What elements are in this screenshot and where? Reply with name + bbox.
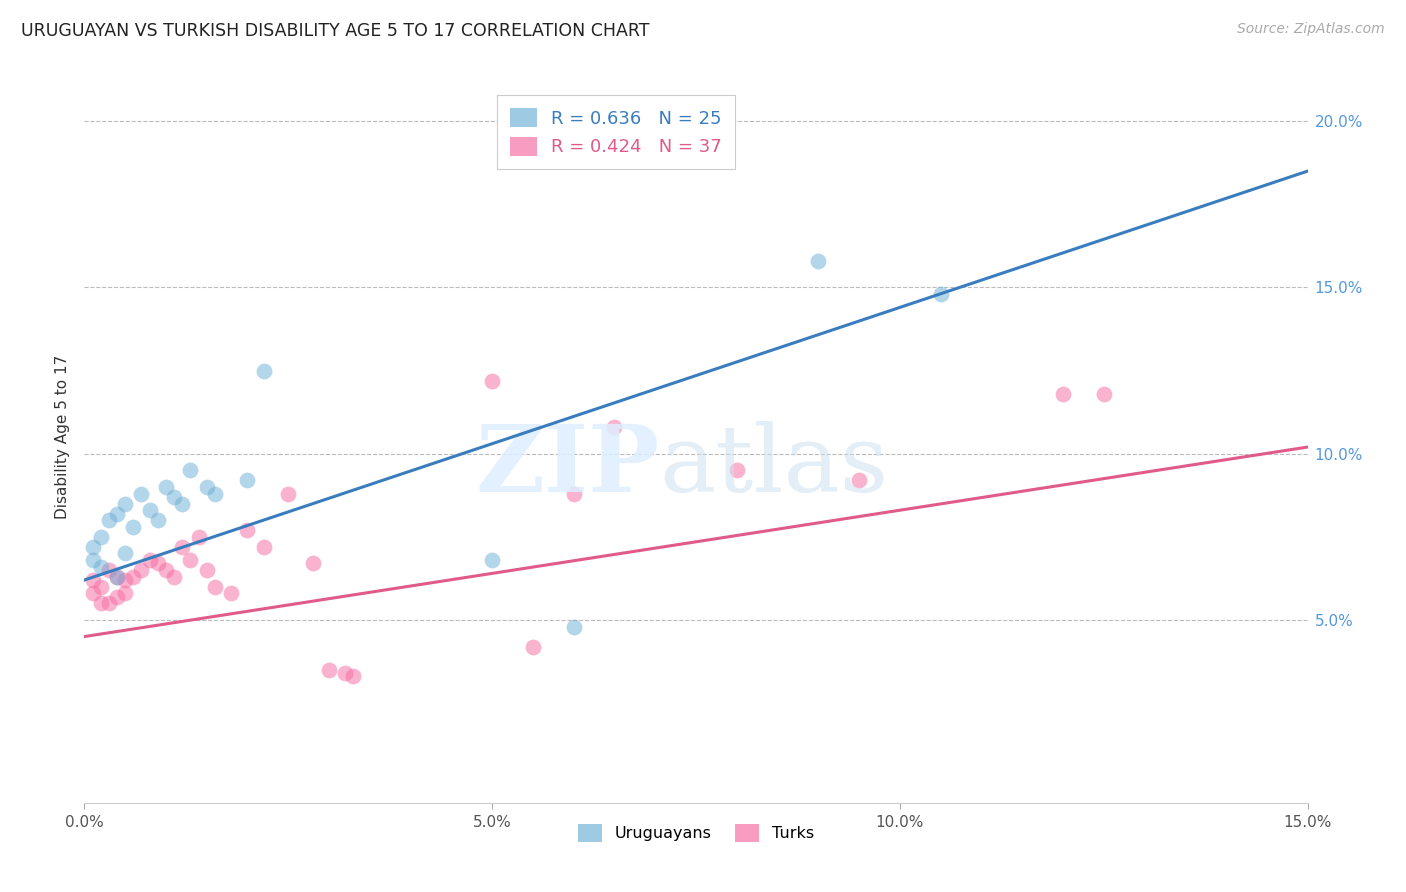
Point	[146, 513, 169, 527]
Point	[163, 490, 186, 504]
Text: atlas: atlas	[659, 421, 889, 511]
Point	[138, 553, 160, 567]
Point	[603, 420, 626, 434]
Point	[807, 253, 830, 268]
Point	[90, 559, 112, 574]
Point	[318, 663, 340, 677]
Point	[114, 497, 136, 511]
Point	[97, 563, 120, 577]
Point	[481, 553, 503, 567]
Point	[131, 486, 153, 500]
Point	[122, 520, 145, 534]
Point	[105, 570, 128, 584]
Point	[90, 596, 112, 610]
Point	[172, 497, 194, 511]
Point	[163, 570, 186, 584]
Point	[929, 287, 952, 301]
Point	[253, 363, 276, 377]
Point	[725, 463, 748, 477]
Point	[187, 530, 209, 544]
Point	[82, 540, 104, 554]
Point	[204, 580, 226, 594]
Point	[97, 596, 120, 610]
Point	[155, 563, 177, 577]
Point	[481, 374, 503, 388]
Point	[342, 669, 364, 683]
Point	[122, 570, 145, 584]
Point	[114, 586, 136, 600]
Point	[1092, 387, 1115, 401]
Point	[301, 557, 323, 571]
Point	[179, 553, 201, 567]
Point	[90, 530, 112, 544]
Point	[204, 486, 226, 500]
Point	[562, 486, 585, 500]
Point	[236, 523, 259, 537]
Point	[522, 640, 544, 654]
Point	[195, 480, 218, 494]
Point	[82, 553, 104, 567]
Text: Source: ZipAtlas.com: Source: ZipAtlas.com	[1237, 22, 1385, 37]
Point	[179, 463, 201, 477]
Y-axis label: Disability Age 5 to 17: Disability Age 5 to 17	[55, 355, 70, 519]
Legend: Uruguayans, Turks: Uruguayans, Turks	[569, 816, 823, 850]
Text: URUGUAYAN VS TURKISH DISABILITY AGE 5 TO 17 CORRELATION CHART: URUGUAYAN VS TURKISH DISABILITY AGE 5 TO…	[21, 22, 650, 40]
Point	[562, 619, 585, 633]
Point	[97, 513, 120, 527]
Point	[114, 573, 136, 587]
Point	[155, 480, 177, 494]
Point	[1052, 387, 1074, 401]
Point	[82, 573, 104, 587]
Point	[172, 540, 194, 554]
Point	[253, 540, 276, 554]
Point	[105, 507, 128, 521]
Point	[90, 580, 112, 594]
Point	[105, 570, 128, 584]
Point	[219, 586, 242, 600]
Point	[138, 503, 160, 517]
Point	[277, 486, 299, 500]
Text: ZIP: ZIP	[475, 421, 659, 511]
Point	[131, 563, 153, 577]
Point	[114, 546, 136, 560]
Point	[335, 666, 357, 681]
Point	[146, 557, 169, 571]
Point	[236, 473, 259, 487]
Point	[105, 590, 128, 604]
Point	[195, 563, 218, 577]
Point	[848, 473, 870, 487]
Point	[82, 586, 104, 600]
